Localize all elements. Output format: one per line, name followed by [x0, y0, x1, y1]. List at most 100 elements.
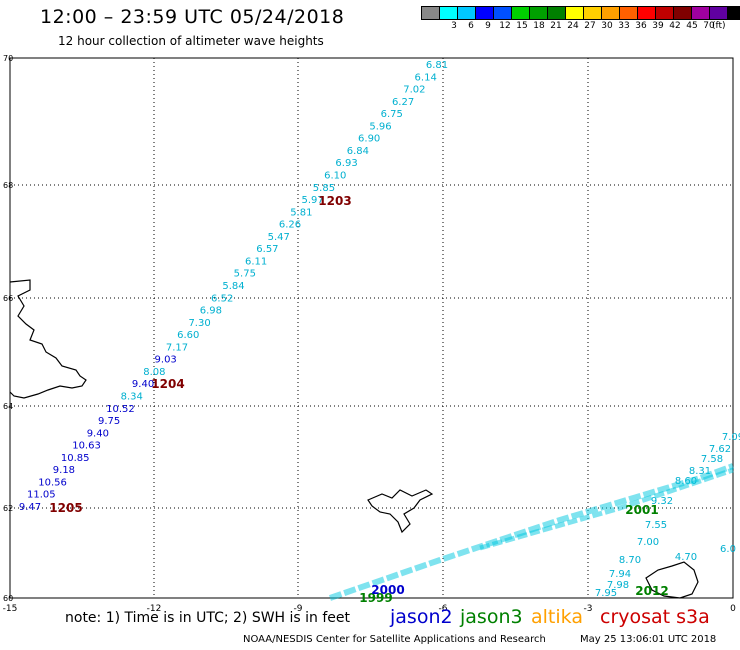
- track-1203-value: 5.75: [234, 269, 256, 280]
- track-id-label: 1204: [151, 377, 184, 391]
- track-1203-value: 10.85: [61, 453, 90, 464]
- track-east-value: 7.95: [595, 588, 617, 599]
- track-1203-value: 5.96: [369, 121, 391, 132]
- track-1203-value: 9.18: [53, 465, 75, 476]
- track-1203-value: 5.85: [313, 183, 335, 194]
- track-1203-value: 6.60: [177, 330, 199, 341]
- y-tick-label: 62: [3, 504, 13, 513]
- track-1203-value: 10.63: [72, 441, 101, 452]
- x-tick-label: 0: [730, 604, 736, 614]
- page-title: 12:00 – 23:59 UTC 05/24/2018: [40, 6, 345, 28]
- track-east-value: 7.58: [701, 454, 723, 465]
- track-id-label: 1999: [359, 591, 392, 605]
- track-east-value: 7.62: [709, 444, 731, 455]
- legend-label: 6: [468, 21, 474, 31]
- track-1203-value: 6.11: [245, 256, 267, 267]
- track-1203-value: 10.56: [38, 477, 67, 488]
- track-dense-south: [329, 463, 735, 601]
- legend-swatch: [727, 6, 740, 20]
- track-id-label: 1205: [49, 501, 82, 515]
- legend-unit: (ft): [712, 21, 726, 31]
- track-1203-value: 11.05: [27, 490, 56, 501]
- track-1203-value: 6.90: [358, 134, 380, 145]
- track-east-value: 7.55: [645, 520, 667, 531]
- legend-label: 36: [635, 21, 647, 31]
- color-legend: [421, 6, 740, 20]
- legend-label: 45: [686, 21, 698, 31]
- y-tick-label: 64: [3, 402, 13, 411]
- legend-label: 21: [550, 21, 562, 31]
- y-tick-label: 68: [3, 181, 13, 190]
- legend-label: 33: [618, 21, 630, 31]
- legend-label: 30: [601, 21, 613, 31]
- iceland-coastline: [9, 279, 87, 399]
- footnote: note: 1) Time is in UTC; 2) SWH is in fe…: [65, 610, 351, 626]
- legend-label: 27: [584, 21, 596, 31]
- satellite-altika: altika: [531, 606, 583, 628]
- track-1203-value: 8.08: [143, 367, 165, 378]
- track-1203-value: 6.93: [335, 158, 357, 169]
- track-1203-value: 6.57: [256, 244, 278, 255]
- satellite-cryosat: cryosat s3a: [600, 606, 710, 628]
- shetland-coastline: [645, 561, 699, 599]
- track-id-label: 2000: [371, 583, 404, 597]
- legend-label: 18: [533, 21, 545, 31]
- legend-label: 24: [567, 21, 579, 31]
- track-east-value: 4.70: [675, 552, 697, 563]
- page-subtitle: 12 hour collection of altimeter wave hei…: [58, 34, 324, 48]
- x-tick-label: -9: [294, 604, 303, 614]
- track-1203-value: 7.02: [403, 85, 425, 96]
- track-east-value: 7.94: [609, 569, 631, 580]
- track-1203-value: 5.97: [302, 195, 324, 206]
- track-1203-value: 6.81: [426, 60, 448, 71]
- track-1203-value: 7.30: [188, 318, 210, 329]
- legend-label: 39: [652, 21, 664, 31]
- y-tick-label: 70: [3, 54, 13, 63]
- track-1203-value: 6.98: [200, 306, 222, 317]
- track-east-value: 6.0: [720, 544, 736, 555]
- track-east-value: 8.70: [619, 555, 641, 566]
- track-east-value: 7.98: [607, 580, 629, 591]
- y-tick-label: 60: [3, 594, 13, 603]
- faroe-islands-coastline: [367, 489, 434, 534]
- track-1203-value: 5.84: [222, 281, 244, 292]
- track-1203-value: 8.34: [121, 392, 143, 403]
- x-tick-label: -12: [147, 604, 162, 614]
- x-tick-label: -6: [439, 604, 448, 614]
- map-frame: [9, 57, 734, 599]
- footer-timestamp: May 25 13:06:01 UTC 2018: [580, 634, 717, 645]
- track-1203-value: 9.40: [87, 428, 109, 439]
- legend-label: 70: [703, 21, 715, 31]
- legend-labels: 3 6 9 12 15 18 21 24 27 30 33 36 39 42 45 70 (ft): [421, 21, 740, 33]
- track-east-value: 9.32: [651, 496, 673, 507]
- footer-credit: NOAA/NESDIS Center for Satellite Applica…: [243, 634, 546, 645]
- track-1203-value: 6.75: [381, 109, 403, 120]
- track-id-label: 2012: [635, 584, 668, 598]
- track-1203-value: 9.75: [98, 416, 120, 427]
- track-1203-value: 6.52: [211, 293, 233, 304]
- track-1203-value: 6.10: [324, 171, 346, 182]
- track-1203-value: 7.17: [166, 342, 188, 353]
- track-east-value: 8.31: [689, 466, 711, 477]
- track-east-value: 7.00: [637, 537, 659, 548]
- legend-label: 3: [451, 21, 457, 31]
- satellite-jason2: jason2: [390, 606, 453, 628]
- track-east-value: 8.60: [675, 476, 697, 487]
- satellite-jason3: jason3: [460, 606, 523, 628]
- legend-label: 15: [516, 21, 528, 31]
- track-id-label: 1203: [318, 194, 351, 208]
- track-1203-value: 6.14: [415, 72, 437, 83]
- track-1203-value: 6.84: [347, 146, 369, 157]
- x-tick-label: -15: [3, 604, 18, 614]
- y-tick-label: 66: [3, 294, 13, 303]
- legend-label: 9: [485, 21, 491, 31]
- track-east-value: 7.09: [722, 432, 740, 443]
- legend-label: 12: [499, 21, 511, 31]
- x-tick-label: -3: [584, 604, 593, 614]
- track-1203-value: 9.03: [155, 355, 177, 366]
- track-dense-north: [479, 467, 734, 551]
- track-1203-value: 5.47: [268, 232, 290, 243]
- legend-label: 42: [669, 21, 681, 31]
- track-1203-value: 9.40: [132, 379, 154, 390]
